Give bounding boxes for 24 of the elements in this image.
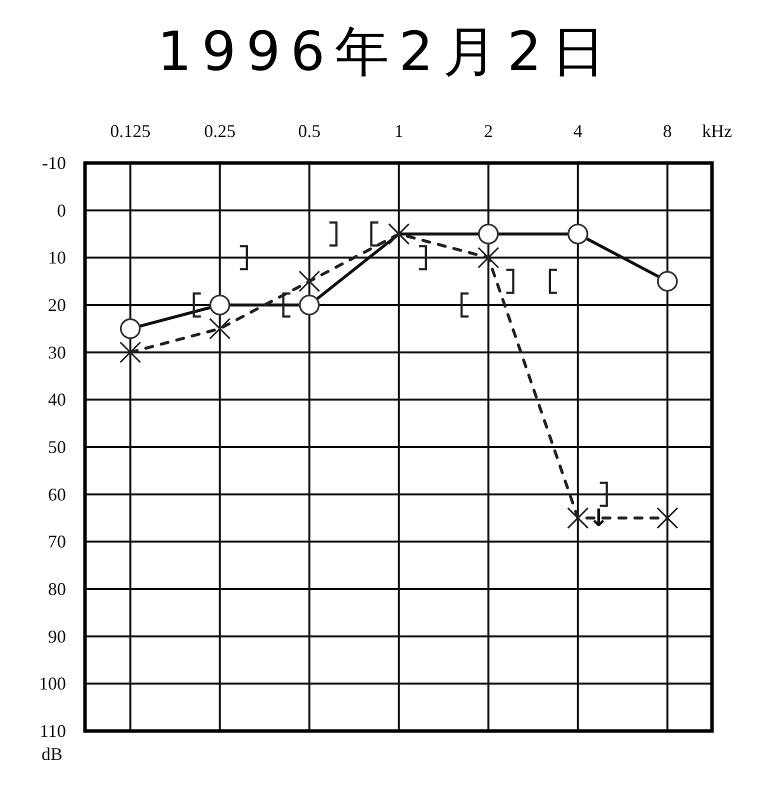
x-tick-label: 4 <box>573 121 582 141</box>
y-tick-label: 100 <box>39 674 66 694</box>
y-tick-label: 60 <box>48 484 66 504</box>
y-tick-label: 10 <box>48 248 66 268</box>
chart-title: 1996年2月2日 <box>157 20 616 83</box>
y-tick-label: 20 <box>48 295 66 315</box>
x-tick-label: 0.5 <box>298 121 321 141</box>
y-tick-label: 110 <box>40 721 66 741</box>
x-tick-label: 2 <box>484 121 493 141</box>
y-tick-label: 70 <box>48 532 66 552</box>
y-tick-label: 40 <box>48 390 66 410</box>
y-tick-label: 90 <box>48 626 66 646</box>
y-tick-label: 0 <box>57 200 66 220</box>
y-tick-label: -10 <box>42 153 66 173</box>
x-tick-label: 1 <box>394 121 404 141</box>
x-tick-label: 0.125 <box>110 121 151 141</box>
y-axis-title: dB <box>41 744 63 764</box>
y-tick-label: 50 <box>48 437 66 457</box>
y-tick-label: 80 <box>48 579 66 599</box>
x-tick-label: 8 <box>662 121 672 141</box>
y-tick-label: 30 <box>48 342 66 362</box>
x-tick-label: 0.25 <box>204 121 236 141</box>
annotation: ↓ <box>588 504 609 532</box>
x-axis-title: kHz <box>702 121 732 141</box>
